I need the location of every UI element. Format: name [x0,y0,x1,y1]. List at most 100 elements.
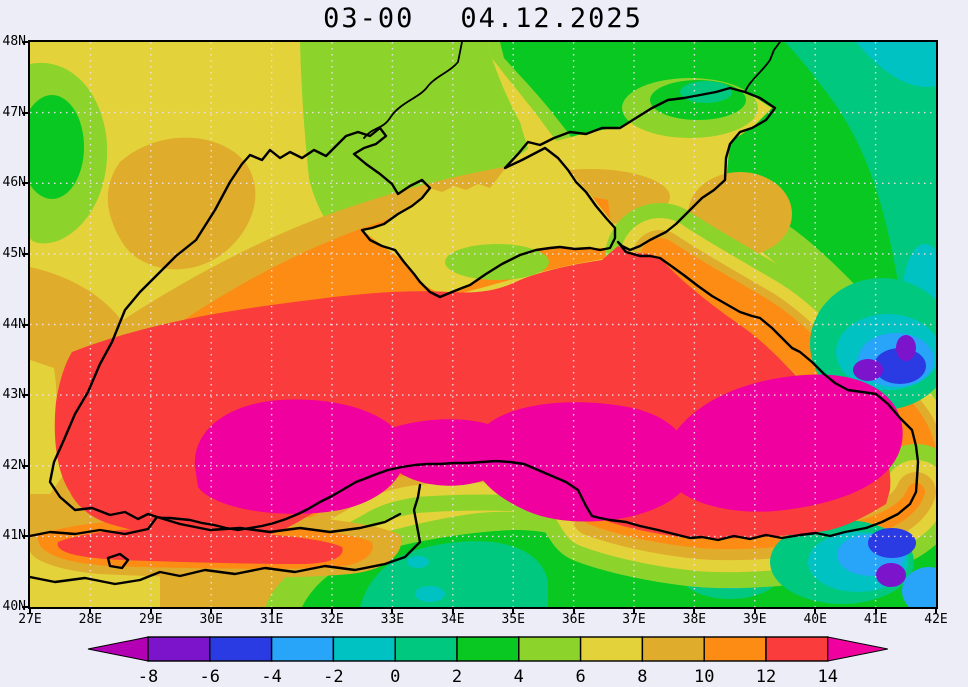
colorbar-segment-6 [518,636,582,662]
lat-label-46N: 46N [2,175,26,191]
lat-label-43N: 43N [2,387,26,403]
field-red-marmara [57,528,343,564]
lat-label-45N: 45N [2,245,26,261]
lat-tick [22,41,29,43]
lon-label-32E: 32E [320,612,344,627]
colorbar-segment-1 [209,636,273,662]
colorbar-tick-label-6: 6 [575,667,585,687]
lat-label-40N: 40N [2,599,26,614]
lon-label-31E: 31E [259,612,284,627]
field-cyan-northeast-corner [856,42,936,87]
lon-tick [451,608,454,614]
lat-label-48N: 48N [2,34,26,49]
colorbar-tick-label-0: 0 [390,667,400,687]
lon-label-42E: 42E [924,612,948,627]
colorbar-segment-3 [332,636,396,662]
lon-label-30E: 30E [199,612,223,627]
colorbar-tick-label-12: 12 [756,667,776,687]
lon-tick [693,608,696,614]
title-date: 04.12.2025 [460,3,643,34]
lat-tick [22,111,29,114]
colorbar-segment-8 [641,636,705,662]
lat-tick [22,394,29,397]
coastline-marmara-island [106,552,130,570]
coastline-marmara-south [30,483,422,586]
lon-tick [210,608,213,614]
lat-label-41N: 41N [2,528,26,544]
lon-tick [935,608,937,614]
lon-label-36E: 36E [561,612,586,627]
field-emerald-northeast [785,42,936,352]
lat-label-47N: 47N [2,104,26,120]
coastline [30,42,920,586]
colorbar-tick-label-4: 4 [514,667,524,687]
field-emerald-anatolia-center [360,541,548,607]
lat-tick [22,606,29,608]
field-green-topleft [30,95,84,199]
coastline-marmara-north [30,515,159,538]
colorbar-tick-label--8: -8 [138,667,158,687]
lon-tick [874,608,877,614]
colorbar-segment-4 [394,636,458,662]
field-cyan-spot-2 [415,586,445,602]
lon-label-34E: 34E [441,612,465,627]
coastline-kocaeli [155,512,402,534]
colorbar-segment-7 [579,636,644,662]
graticule-gridlines [30,42,936,607]
lon-tick [572,608,575,614]
lon-tick [89,608,92,614]
lon-label-29E: 29E [139,612,163,627]
lat-label-44N: 44N [2,316,26,332]
field-emerald-azov-ne [680,81,732,103]
colorbar-segment-9 [703,636,767,662]
colorbar-tick-label-14: 14 [818,667,838,687]
lon-label-38E: 38E [682,612,707,627]
lat-tick [22,464,29,467]
lat-tick [22,182,29,185]
lon-tick [633,608,635,614]
lon-tick [331,608,333,614]
lon-tick [814,608,817,614]
colorbar-tick-label--2: -2 [323,667,343,687]
lon-tick [391,608,394,614]
river-don [744,42,781,93]
lon-label-28E: 28E [78,612,103,627]
warm-cores-magenta [194,374,903,522]
colorbar-segment-2 [270,636,335,662]
field-mustard-topleft-patch [107,137,256,270]
lon-label-41E: 41E [863,612,888,627]
chart-title: 03-00 04.12.2025 [30,3,936,34]
lon-label-37E: 37E [622,612,646,627]
map-plot-area [28,40,938,609]
lat-label-42N: 42N [2,457,26,473]
lat-tick [22,535,29,538]
contour-map [30,42,936,607]
colorbar-arrow-left [87,636,149,662]
colorbar-tick-label-8: 8 [637,667,647,687]
field-yellow-crimea [362,146,618,296]
lon-tick [753,608,756,614]
lon-tick [149,608,152,614]
colorbar-segment-5 [456,636,520,662]
colorbar-tick-label--4: -4 [261,667,281,687]
field-lightgreen-crimea-south [445,244,549,280]
field-cyan-spot-1 [407,556,429,568]
colorbar-tick-label--6: -6 [200,667,220,687]
colorbar-tick-label-2: 2 [452,667,462,687]
colorbar-legend: -8 -6 -4 -2 0 2 4 6 8 10 12 14 [87,636,888,687]
colorbar-arrow-right [827,636,888,662]
lon-label-33E: 33E [380,612,405,627]
field-yellow-southwest-corner [30,588,122,607]
lon-label-27E: 27E [18,612,42,627]
lon-label-35E: 35E [501,612,525,627]
colorbar-segment-10 [765,636,829,662]
colorbar-segment-0 [147,636,211,662]
lon-label-39E: 39E [743,612,767,627]
cold-spots-southeast [770,520,936,607]
lat-tick [22,323,29,326]
title-time: 03-00 [323,3,415,34]
lon-label-40E: 40E [803,612,827,627]
river-dnieper [363,42,463,139]
lon-tick [512,608,515,614]
